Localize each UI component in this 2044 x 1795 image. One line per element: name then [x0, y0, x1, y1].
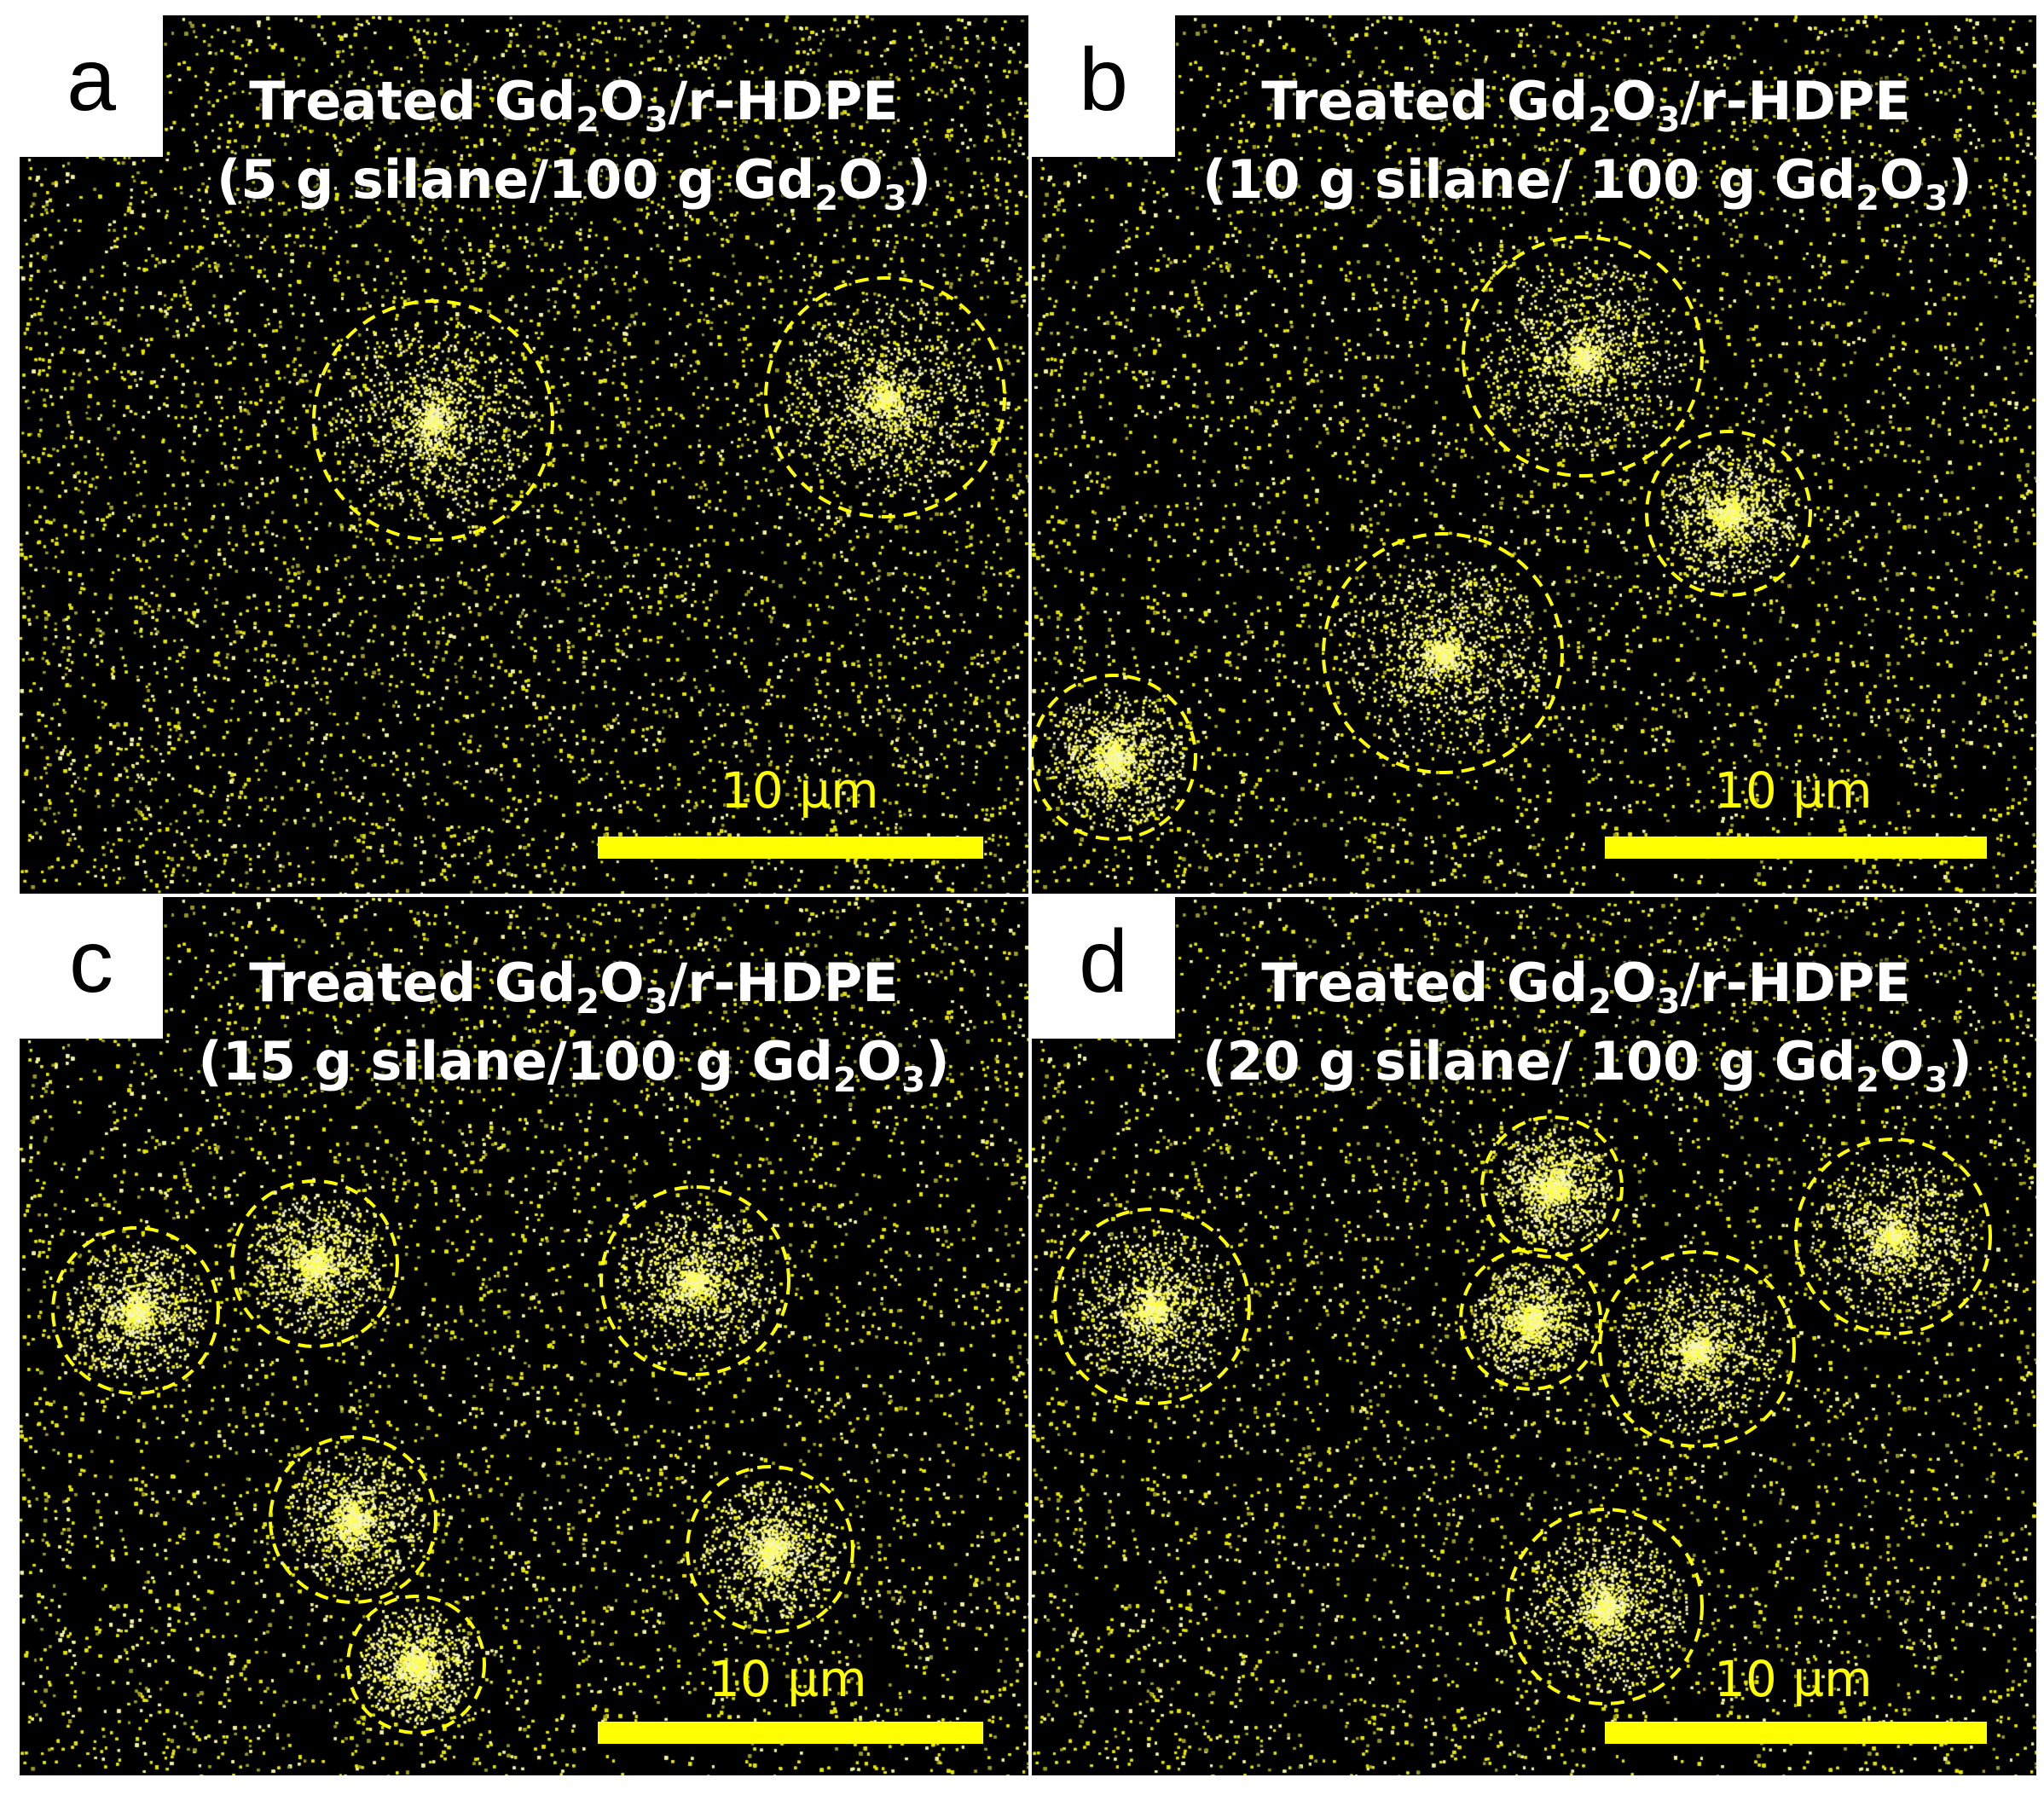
gd-element-map — [20, 897, 1028, 1775]
caption-title: Treated Gd2O3/r-HDPE — [1261, 952, 1911, 1022]
panel-caption: Treated Gd2O3/r-HDPE (10 g silane/ 100 g… — [1202, 62, 1972, 219]
panel-letter: c — [69, 912, 113, 1011]
scale-bar — [1605, 837, 1987, 859]
agglomerate-circle — [1053, 1207, 1251, 1405]
scale-bar — [598, 837, 983, 859]
panel-letter: a — [67, 31, 116, 130]
eds-map-panel-a: a Treated Gd2O3/r-HDPE (5 g silane/100 g… — [20, 15, 1028, 894]
agglomerate-circle — [230, 1179, 399, 1348]
agglomerate-circle — [1598, 1250, 1796, 1448]
panel-letter: b — [1079, 31, 1128, 130]
agglomerate-circle — [312, 299, 554, 541]
agglomerate-circle — [764, 276, 1006, 518]
agglomerate-markers — [312, 276, 1006, 541]
caption-title: Treated Gd2O3/r-HDPE — [249, 952, 899, 1022]
caption-loading: (10 g silane/ 100 g Gd2O3) — [1202, 148, 1972, 218]
caption-title: Treated Gd2O3/r-HDPE — [249, 70, 899, 140]
agglomerate-circle — [686, 1465, 854, 1634]
panel-caption: Treated Gd2O3/r-HDPE (20 g silane/ 100 g… — [1202, 944, 1972, 1101]
agglomerate-circle — [269, 1435, 437, 1604]
eds-map-panel-c: c Treated Gd2O3/r-HDPE (15 g silane/100 … — [20, 897, 1028, 1775]
agglomerate-markers — [1032, 235, 1812, 841]
scale-bar-label: 10 µm — [1714, 761, 1873, 819]
scale-bar-label: 10 µm — [709, 1650, 867, 1708]
eds-map-panel-b: b Treated Gd2O3/r-HDPE (10 g silane/ 100… — [1032, 15, 2036, 894]
panel-label-box: b — [1032, 15, 1175, 157]
gd-element-map — [1032, 15, 2036, 894]
agglomerate-circle — [1506, 1508, 1704, 1705]
panel-label-box: d — [1032, 897, 1175, 1039]
agglomerate-circle — [1459, 1248, 1602, 1391]
agglomerate-circle — [1480, 1115, 1624, 1259]
caption-title: Treated Gd2O3/r-HDPE — [1261, 70, 1911, 140]
eds-map-panel-d: d Treated Gd2O3/r-HDPE (20 g silane/ 100… — [1032, 897, 2036, 1775]
panel-label-box: c — [20, 897, 163, 1039]
agglomerate-circle — [51, 1226, 220, 1395]
agglomerate-circle — [1794, 1138, 1992, 1335]
panel-label-box: a — [20, 15, 163, 157]
caption-loading: (5 g silane/100 g Gd2O3) — [216, 148, 932, 218]
panel-caption: Treated Gd2O3/r-HDPE (15 g silane/100 g … — [190, 944, 958, 1101]
caption-loading: (15 g silane/100 g Gd2O3) — [198, 1030, 950, 1100]
scale-bar — [1605, 1722, 1987, 1744]
agglomerate-markers — [1053, 1115, 1992, 1705]
agglomerate-circle — [1032, 674, 1197, 841]
scale-bar — [598, 1722, 983, 1744]
agglomerate-markers — [51, 1179, 854, 1734]
panel-letter: d — [1079, 912, 1128, 1011]
panel-caption: Treated Gd2O3/r-HDPE (5 g silane/100 g G… — [190, 62, 958, 219]
agglomerate-circle — [1645, 430, 1812, 597]
agglomerate-circle — [1322, 532, 1564, 774]
scale-bar-label: 10 µm — [1714, 1650, 1873, 1708]
gd-element-map — [1032, 897, 2036, 1775]
agglomerate-circle — [1462, 235, 1704, 478]
agglomerate-circle — [346, 1595, 486, 1734]
gd-element-map — [20, 15, 1028, 894]
caption-loading: (20 g silane/ 100 g Gd2O3) — [1202, 1030, 1972, 1100]
agglomerate-circle — [599, 1185, 790, 1376]
scale-bar-label: 10 µm — [721, 761, 879, 819]
